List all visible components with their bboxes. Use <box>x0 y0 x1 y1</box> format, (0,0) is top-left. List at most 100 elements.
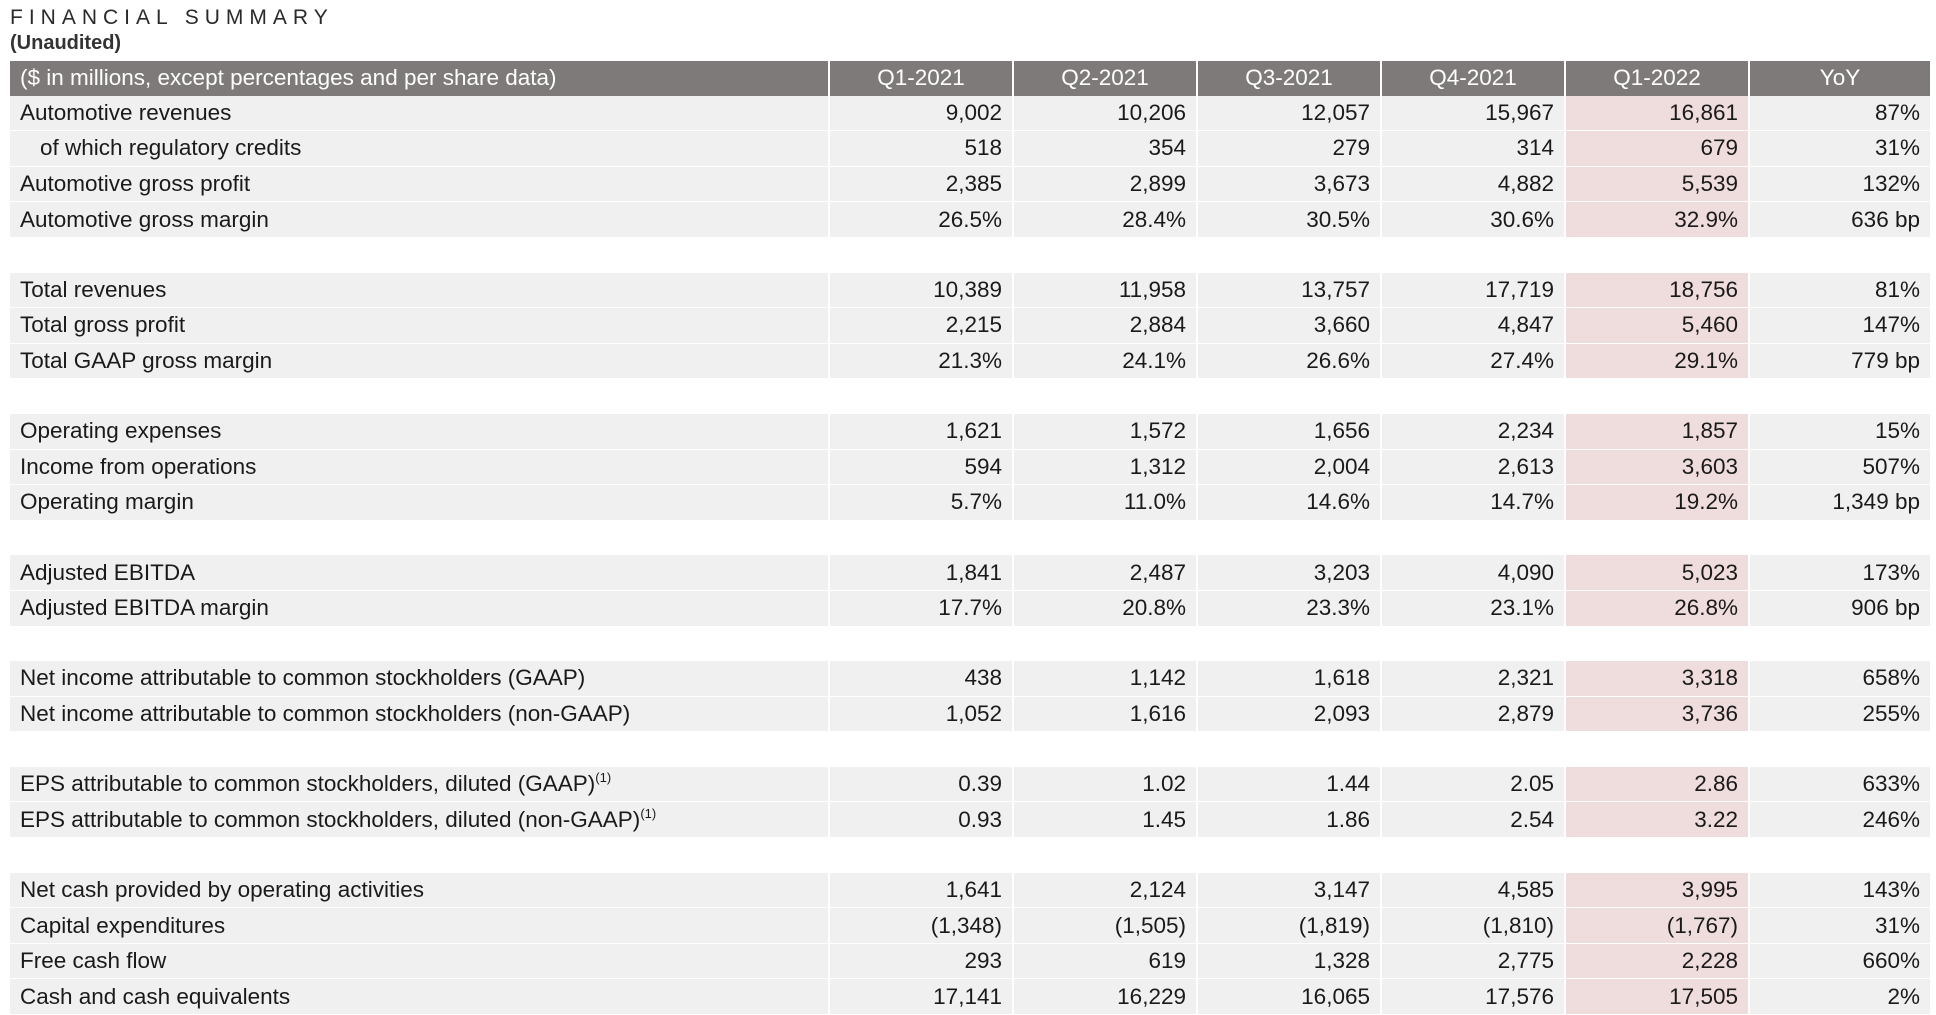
table-row: Adjusted EBITDA margin 17.7% 20.8% 23.3% 23.… <box>10 590 1930 627</box>
row-label-text: Adjusted EBITDA <box>20 559 196 585</box>
row-label: Total GAAP gross margin <box>10 343 829 380</box>
table-row: of which regulatory credits 518 354 279 314 6… <box>10 130 1930 167</box>
current-quarter-cell: 3,603 <box>1564 449 1749 486</box>
yoy-cell: 507% <box>1748 449 1930 486</box>
row-label-text: Income from operations <box>20 453 257 479</box>
value-cell: 2,093 <box>1196 696 1381 733</box>
row-label: Operating expenses <box>10 413 829 450</box>
yoy-cell: 1,349 bp <box>1748 484 1930 521</box>
row-label-text: Operating expenses <box>20 418 222 444</box>
table-row: Capital expenditures (1,348) (1,505) (1,819… <box>10 907 1930 944</box>
column-header: Q1-2021 <box>828 61 1013 96</box>
footnote-marker: (1) <box>595 770 612 786</box>
value-cell: 3,203 <box>1196 555 1381 591</box>
row-label-text: Cash and cash equivalents <box>20 983 291 1009</box>
value-cell: (1,348) <box>828 907 1013 944</box>
value-cell: 4,847 <box>1380 307 1565 344</box>
value-cell: 0.39 <box>828 766 1013 803</box>
group-spacer <box>10 731 1930 767</box>
value-cell: 28.4% <box>1012 201 1197 238</box>
current-quarter-cell: 32.9% <box>1564 201 1749 238</box>
value-cell: 20.8% <box>1012 590 1197 627</box>
yoy-cell: 15% <box>1748 413 1930 450</box>
current-quarter-cell: 679 <box>1564 130 1749 167</box>
value-cell: 3,673 <box>1196 166 1381 203</box>
value-cell: 1.02 <box>1012 766 1197 803</box>
value-cell: 1,841 <box>828 555 1013 591</box>
value-cell: 30.5% <box>1196 201 1381 238</box>
row-label-text: of which regulatory credits <box>40 135 302 161</box>
value-cell: 10,206 <box>1012 95 1197 132</box>
row-label-text: Automotive gross margin <box>20 206 269 232</box>
row-label: EPS attributable to common stockholders,… <box>10 801 829 839</box>
table-row: Automotive gross profit 2,385 2,899 3,673 4,… <box>10 166 1930 203</box>
current-quarter-cell: 18,756 <box>1564 272 1749 309</box>
yoy-cell: 31% <box>1748 907 1930 944</box>
value-cell: 2,884 <box>1012 307 1197 344</box>
current-quarter-cell: 29.1% <box>1564 343 1749 380</box>
column-header: Q2-2021 <box>1012 61 1197 96</box>
row-label: Cash and cash equivalents <box>10 978 829 1015</box>
yoy-cell: 87% <box>1748 95 1930 132</box>
value-cell: 1,641 <box>828 872 1013 909</box>
row-label: Automotive gross margin <box>10 201 829 238</box>
row-label-text: Capital expenditures <box>20 912 226 938</box>
table-row: Total gross profit 2,215 2,884 3,660 4,847 5,… <box>10 307 1930 344</box>
table-row: Automotive gross margin 26.5% 28.4% 30.5% 30… <box>10 201 1930 238</box>
yoy-cell: 2% <box>1748 978 1930 1015</box>
value-cell: 594 <box>828 449 1013 486</box>
value-cell: (1,819) <box>1196 907 1381 944</box>
value-cell: 24.1% <box>1012 343 1197 380</box>
table-row: Total GAAP gross margin 21.3% 24.1% 26.6% 27… <box>10 343 1930 380</box>
value-cell: 23.3% <box>1196 590 1381 627</box>
table-row: Cash and cash equivalents 17,141 16,229 16,… <box>10 978 1930 1015</box>
value-cell: 2,775 <box>1380 943 1565 980</box>
spacer-cell <box>10 626 1930 662</box>
yoy-cell: 246% <box>1748 801 1930 839</box>
value-cell: 2.54 <box>1380 801 1565 839</box>
value-cell: 1,052 <box>828 696 1013 733</box>
row-label: Adjusted EBITDA margin <box>10 590 829 627</box>
yoy-cell: 143% <box>1748 872 1930 909</box>
value-cell: 619 <box>1012 943 1197 980</box>
row-label-text: Net cash provided by operating activitie… <box>20 876 424 902</box>
current-quarter-cell: 2.86 <box>1564 766 1749 803</box>
value-cell: 21.3% <box>828 343 1013 380</box>
current-quarter-cell: 5,539 <box>1564 166 1749 203</box>
table-header-row: ($ in millions, except percentages and p… <box>10 61 1930 96</box>
table-row: EPS attributable to common stockholders,… <box>10 766 1930 803</box>
value-cell: 4,090 <box>1380 555 1565 591</box>
value-cell: 2,004 <box>1196 449 1381 486</box>
value-cell: 14.6% <box>1196 484 1381 521</box>
current-quarter-cell: 3,995 <box>1564 872 1749 909</box>
value-cell: 16,229 <box>1012 978 1197 1015</box>
row-label-text: Total gross profit <box>20 312 186 338</box>
row-label-text: EPS attributable to common stockholders,… <box>20 771 596 797</box>
value-cell: 1,656 <box>1196 413 1381 450</box>
current-quarter-cell: 1,857 <box>1564 413 1749 450</box>
yoy-cell: 660% <box>1748 943 1930 980</box>
yoy-cell: 147% <box>1748 307 1930 344</box>
value-cell: 17.7% <box>828 590 1013 627</box>
row-label: Net income attributable to common stockh… <box>10 661 829 697</box>
value-cell: 11,958 <box>1012 272 1197 309</box>
table-row: Automotive revenues 9,002 10,206 12,057 15,9… <box>10 95 1930 132</box>
current-quarter-cell: 16,861 <box>1564 95 1749 132</box>
current-quarter-cell: 5,460 <box>1564 307 1749 344</box>
group-spacer <box>10 837 1930 873</box>
value-cell: 2,879 <box>1380 696 1565 733</box>
value-cell: (1,810) <box>1380 907 1565 944</box>
row-label: Capital expenditures <box>10 907 829 944</box>
value-cell: 2.05 <box>1380 766 1565 803</box>
value-cell: 518 <box>828 130 1013 167</box>
current-quarter-cell: (1,767) <box>1564 907 1749 944</box>
row-label-text: EPS attributable to common stockholders,… <box>20 806 641 832</box>
value-cell: 438 <box>828 661 1013 697</box>
page-title: FINANCIAL SUMMARY <box>10 6 334 29</box>
table-row: Operating margin 5.7% 11.0% 14.6% 14.7% 19.2%… <box>10 484 1930 521</box>
value-cell: 4,882 <box>1380 166 1565 203</box>
value-cell: 1,142 <box>1012 661 1197 697</box>
value-cell: 2,613 <box>1380 449 1565 486</box>
value-cell: 26.6% <box>1196 343 1381 380</box>
page-subtitle: (Unaudited) <box>10 32 122 54</box>
